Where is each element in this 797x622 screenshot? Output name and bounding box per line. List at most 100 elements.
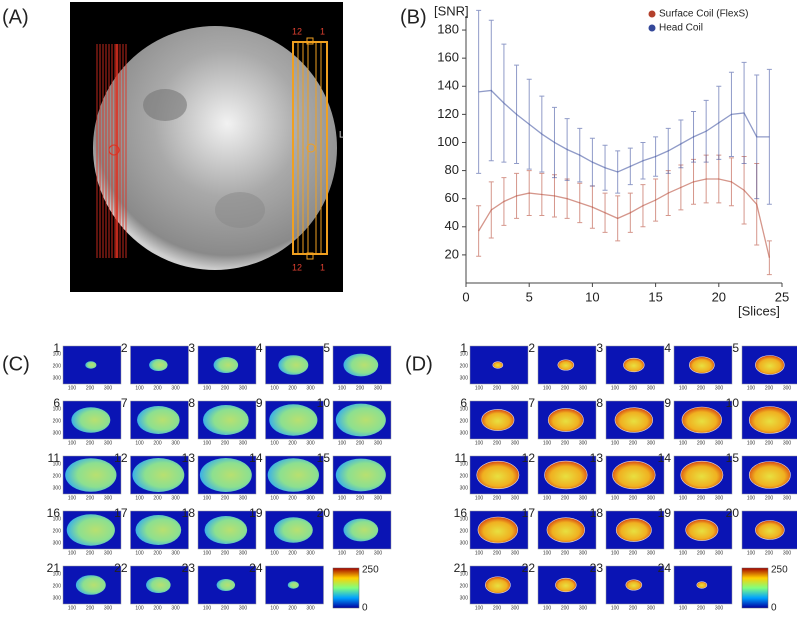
thumbnail-x-tick: 100 — [68, 550, 77, 556]
thumbnail-object — [71, 407, 111, 433]
thumbnail-x-tick: 300 — [715, 550, 724, 556]
thumbnail-object — [492, 361, 504, 369]
thumbnail-x-tick: 300 — [783, 385, 792, 391]
thumbnail-x-tick: 200 — [153, 495, 162, 501]
slice-number: 6 — [53, 396, 60, 410]
thumbnail-object — [146, 576, 171, 594]
thumbnail-x-tick: 200 — [493, 440, 502, 446]
thumbnail-object — [199, 458, 252, 492]
thumbnail-x-tick: 200 — [86, 495, 95, 501]
thumbnail-y-tick: 300 — [460, 485, 469, 491]
thumbnail-object — [484, 576, 511, 594]
thumbnail-x-tick: 200 — [86, 385, 95, 391]
thumbnail-y-tick: 200 — [460, 528, 469, 534]
slice-number: 10 — [726, 396, 740, 410]
thumbnail-x-tick: 200 — [153, 440, 162, 446]
thumbnail-x-tick: 200 — [493, 550, 502, 556]
thumbnail-object — [278, 355, 309, 375]
thumbnail-x-tick: 100 — [679, 550, 688, 556]
slice-number: 9 — [256, 396, 263, 410]
thumbnail-x-tick: 200 — [629, 550, 638, 556]
y-tick-label: 100 — [437, 134, 459, 149]
thumbnail-x-tick: 200 — [153, 550, 162, 556]
y-tick-label: 60 — [445, 190, 459, 205]
thumbnail-y-tick: 100 — [53, 351, 62, 357]
thumbnail-x-tick: 100 — [747, 385, 756, 391]
thumbnail-x-tick: 300 — [306, 440, 315, 446]
thumbnail-x-tick: 200 — [288, 440, 297, 446]
slice-marker: 12 — [292, 26, 302, 36]
thumbnail-y-tick: 300 — [53, 595, 62, 601]
slice-number: 8 — [596, 396, 603, 410]
slice-number: 13 — [182, 451, 196, 465]
thumbnail-object — [680, 460, 724, 490]
thumbnail-x-tick: 300 — [374, 495, 383, 501]
thumbnail-x-tick: 200 — [221, 440, 230, 446]
thumbnail-x-tick: 100 — [747, 495, 756, 501]
slice-number: 11 — [48, 451, 61, 465]
thumbnail-x-tick: 100 — [135, 605, 144, 611]
thumbnail-x-tick: 300 — [579, 550, 588, 556]
thumbnail-object — [555, 577, 577, 593]
thumbnail-x-tick: 100 — [203, 385, 212, 391]
thumbnail-y-tick: 100 — [460, 516, 469, 522]
thumbnail-object — [614, 407, 654, 433]
thumbnail-x-tick: 100 — [68, 440, 77, 446]
thumbnail-x-tick: 100 — [747, 550, 756, 556]
thumbnail-x-tick: 200 — [221, 495, 230, 501]
thumbnail-x-tick: 200 — [153, 385, 162, 391]
legend-marker — [648, 10, 656, 18]
thumbnail-x-tick: 300 — [647, 385, 656, 391]
thumbnail-x-tick: 100 — [543, 550, 552, 556]
thumbnail-x-tick: 100 — [679, 495, 688, 501]
y-tick-label: 120 — [437, 106, 459, 121]
x-tick-label: 20 — [712, 289, 726, 304]
thumbnail-x-tick: 200 — [765, 440, 774, 446]
thumbnail-x-tick: 200 — [288, 550, 297, 556]
thumbnail-x-tick: 200 — [629, 385, 638, 391]
thumbnail-x-tick: 300 — [374, 440, 383, 446]
panel-label: (C) — [2, 353, 30, 375]
thumbnail-y-tick: 200 — [53, 363, 62, 369]
slice-marker: 12 — [292, 262, 302, 272]
thumbnail-x-tick: 200 — [86, 605, 95, 611]
slice-number: 1 — [460, 341, 467, 355]
thumbnail-x-tick: 300 — [239, 385, 248, 391]
thumbnail-y-tick: 200 — [460, 583, 469, 589]
thumbnail-x-tick: 200 — [561, 385, 570, 391]
thumbnail-x-tick: 100 — [338, 550, 347, 556]
thumbnail-object — [343, 518, 379, 542]
slice-number: 18 — [590, 506, 604, 520]
thumbnail-x-tick: 300 — [171, 440, 180, 446]
thumbnail-x-tick: 100 — [611, 385, 620, 391]
thumbnail-x-tick: 300 — [306, 385, 315, 391]
slice-number: 24 — [249, 561, 263, 575]
thumbnail-x-tick: 200 — [493, 605, 502, 611]
thumbnail-x-tick: 100 — [68, 495, 77, 501]
thumbnail-x-tick: 100 — [270, 440, 279, 446]
thumbnail-x-tick: 100 — [270, 550, 279, 556]
thumbnail-object — [137, 406, 180, 434]
thumbnail-x-tick: 300 — [715, 440, 724, 446]
side-marker: L — [339, 129, 344, 139]
thumbnail-x-tick: 300 — [647, 495, 656, 501]
slice-number: 4 — [664, 341, 671, 355]
slice-number: 23 — [182, 561, 196, 575]
thumbnail-x-tick: 300 — [104, 495, 113, 501]
thumbnail-y-tick: 200 — [53, 528, 62, 534]
y-tick-label: 140 — [437, 78, 459, 93]
thumbnail-y-tick: 100 — [53, 516, 62, 522]
thumbnail-x-tick: 300 — [171, 550, 180, 556]
thumbnail-y-tick: 100 — [460, 461, 469, 467]
thumbnail-object — [615, 518, 652, 542]
thumbnail-x-tick: 100 — [543, 440, 552, 446]
slice-number: 6 — [460, 396, 467, 410]
series-line — [478, 89, 770, 173]
thumbnail-y-tick: 300 — [53, 485, 62, 491]
thumbnail-x-tick: 200 — [86, 550, 95, 556]
thumbnail-object — [343, 353, 379, 377]
thumbnail-x-tick: 100 — [475, 440, 484, 446]
thumbnail-object — [216, 578, 236, 592]
thumbnail-object — [481, 409, 515, 431]
thumbnail-x-tick: 100 — [543, 495, 552, 501]
